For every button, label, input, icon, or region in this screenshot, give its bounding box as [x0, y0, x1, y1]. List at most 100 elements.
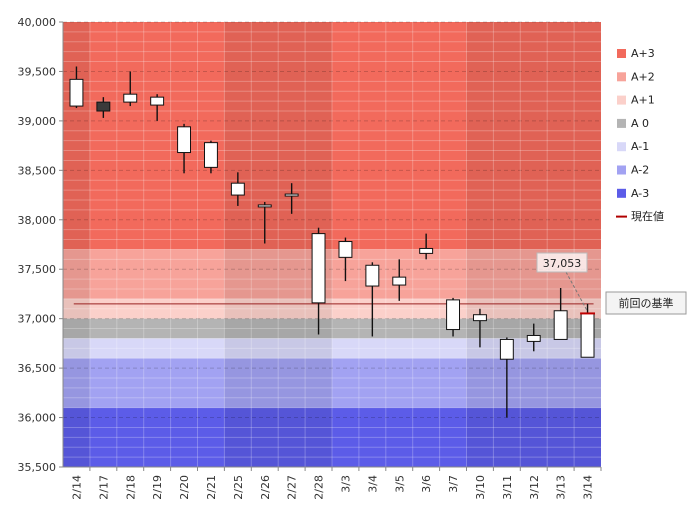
candle-body	[69, 78, 84, 107]
x-tick-label: 3/3	[339, 475, 352, 493]
candle-body	[230, 182, 245, 196]
x-tick-label: 2/19	[151, 475, 164, 500]
candle-2-18	[123, 71, 138, 107]
candle-body	[284, 193, 299, 197]
candle-3-5	[392, 259, 407, 301]
candle-body	[177, 126, 192, 154]
candle-2-28	[311, 227, 326, 335]
current-value-callout-label: 37,053	[543, 257, 582, 270]
legend-swatch	[617, 165, 626, 175]
y-tick-label: 40,000	[18, 16, 57, 29]
candle-3-10	[472, 308, 487, 348]
legend-label: A+3	[631, 47, 655, 60]
legend-swatch	[617, 95, 626, 105]
current-value-callout-box	[536, 252, 588, 273]
y-tick-label: 39,500	[18, 65, 57, 78]
candle-body	[338, 241, 353, 258]
legend-label: A+1	[631, 94, 655, 107]
y-tick-label: 37,500	[18, 263, 57, 276]
highlight-layer	[63, 22, 601, 467]
candle-body	[392, 276, 407, 286]
legend-label: A+2	[631, 70, 655, 83]
x-tick-label: 3/7	[447, 475, 460, 493]
candle-body	[96, 101, 111, 112]
y-tick-label: 36,500	[18, 362, 57, 375]
candle-body	[472, 314, 487, 322]
band-aplus2	[63, 249, 601, 299]
x-tick-label: 2/14	[70, 475, 83, 500]
x-tick-label: 2/18	[124, 475, 137, 500]
candle-body	[365, 264, 380, 287]
candle-body	[580, 312, 595, 358]
legend: A+3 A+2 A+1 A 0 A-1 A-2 A-3 現在値	[616, 47, 664, 223]
band-aminus3	[63, 407, 601, 467]
x-tick-label: 2/28	[313, 475, 326, 500]
candle-2-14	[69, 66, 84, 109]
candle-body	[311, 233, 326, 304]
x-tick-label: 2/17	[97, 475, 110, 500]
y-tick-label: 38,500	[18, 164, 57, 177]
y-tick-label: 37,000	[18, 313, 57, 326]
legend-swatch	[617, 188, 626, 198]
candle-3-12	[526, 323, 541, 352]
candle-2-21	[203, 140, 218, 174]
legend-swatch	[617, 49, 626, 58]
candle-body	[203, 142, 218, 168]
candle-2-26	[257, 201, 272, 244]
candle-body	[526, 334, 541, 342]
y-tick-label: 38,000	[18, 214, 57, 227]
band-aminus2	[63, 358, 601, 408]
candle-2-25	[230, 172, 245, 206]
y-tick-label: 36,000	[18, 412, 57, 425]
x-tick-label: 2/21	[205, 475, 218, 500]
y-tick-label: 39,000	[18, 115, 57, 128]
band-aplus3	[63, 22, 601, 250]
legend-swatch	[617, 118, 626, 128]
legend-label: A-2	[631, 164, 649, 177]
legend-label: A-3	[631, 187, 649, 200]
legend-swatch	[617, 72, 626, 82]
x-tick-label: 2/27	[286, 475, 299, 500]
candle-3-3	[338, 237, 353, 282]
grid-layer	[63, 21, 601, 468]
x-tick-label: 3/6	[420, 475, 433, 493]
candle-body	[553, 310, 568, 340]
band-a0	[63, 318, 601, 339]
candle-body	[257, 204, 272, 208]
candle-body	[446, 299, 461, 331]
candle-3-13	[553, 288, 568, 340]
x-tick-label: 2/25	[232, 475, 245, 500]
candle-body	[419, 247, 434, 254]
band-aminus1	[63, 338, 601, 359]
reference-label: 前回の基準	[619, 296, 674, 310]
candle-3-4	[365, 262, 380, 337]
reference-label-box	[605, 291, 687, 315]
candle-2-19	[150, 94, 165, 121]
highlight-column	[466, 22, 601, 467]
candle-2-17	[96, 97, 111, 118]
x-tick-label: 3/12	[528, 475, 541, 500]
legend-label: A 0	[631, 117, 649, 130]
legend-label: 現在値	[631, 210, 664, 223]
x-tick-label: 3/14	[582, 475, 595, 500]
callout-leader	[565, 271, 588, 312]
legend-label: A-1	[631, 140, 649, 153]
candle-body	[150, 96, 165, 106]
candle-3-7	[446, 297, 461, 337]
x-tick-label: 3/5	[393, 475, 406, 493]
candle-2-20	[177, 123, 192, 174]
legend-swatch	[617, 142, 626, 152]
x-tick-label: 3/13	[555, 475, 568, 500]
x-tick-label: 3/10	[474, 475, 487, 500]
x-tick-label: 2/26	[259, 475, 272, 500]
x-tick-label: 2/20	[178, 475, 191, 500]
candle-3-6	[419, 233, 434, 260]
candle-3-11	[499, 337, 514, 418]
y-tick-label: 35,500	[18, 461, 57, 474]
candle-2-27	[284, 183, 299, 214]
band-layer	[63, 22, 601, 467]
candle-body	[499, 338, 514, 360]
x-tick-label: 3/11	[501, 475, 514, 500]
